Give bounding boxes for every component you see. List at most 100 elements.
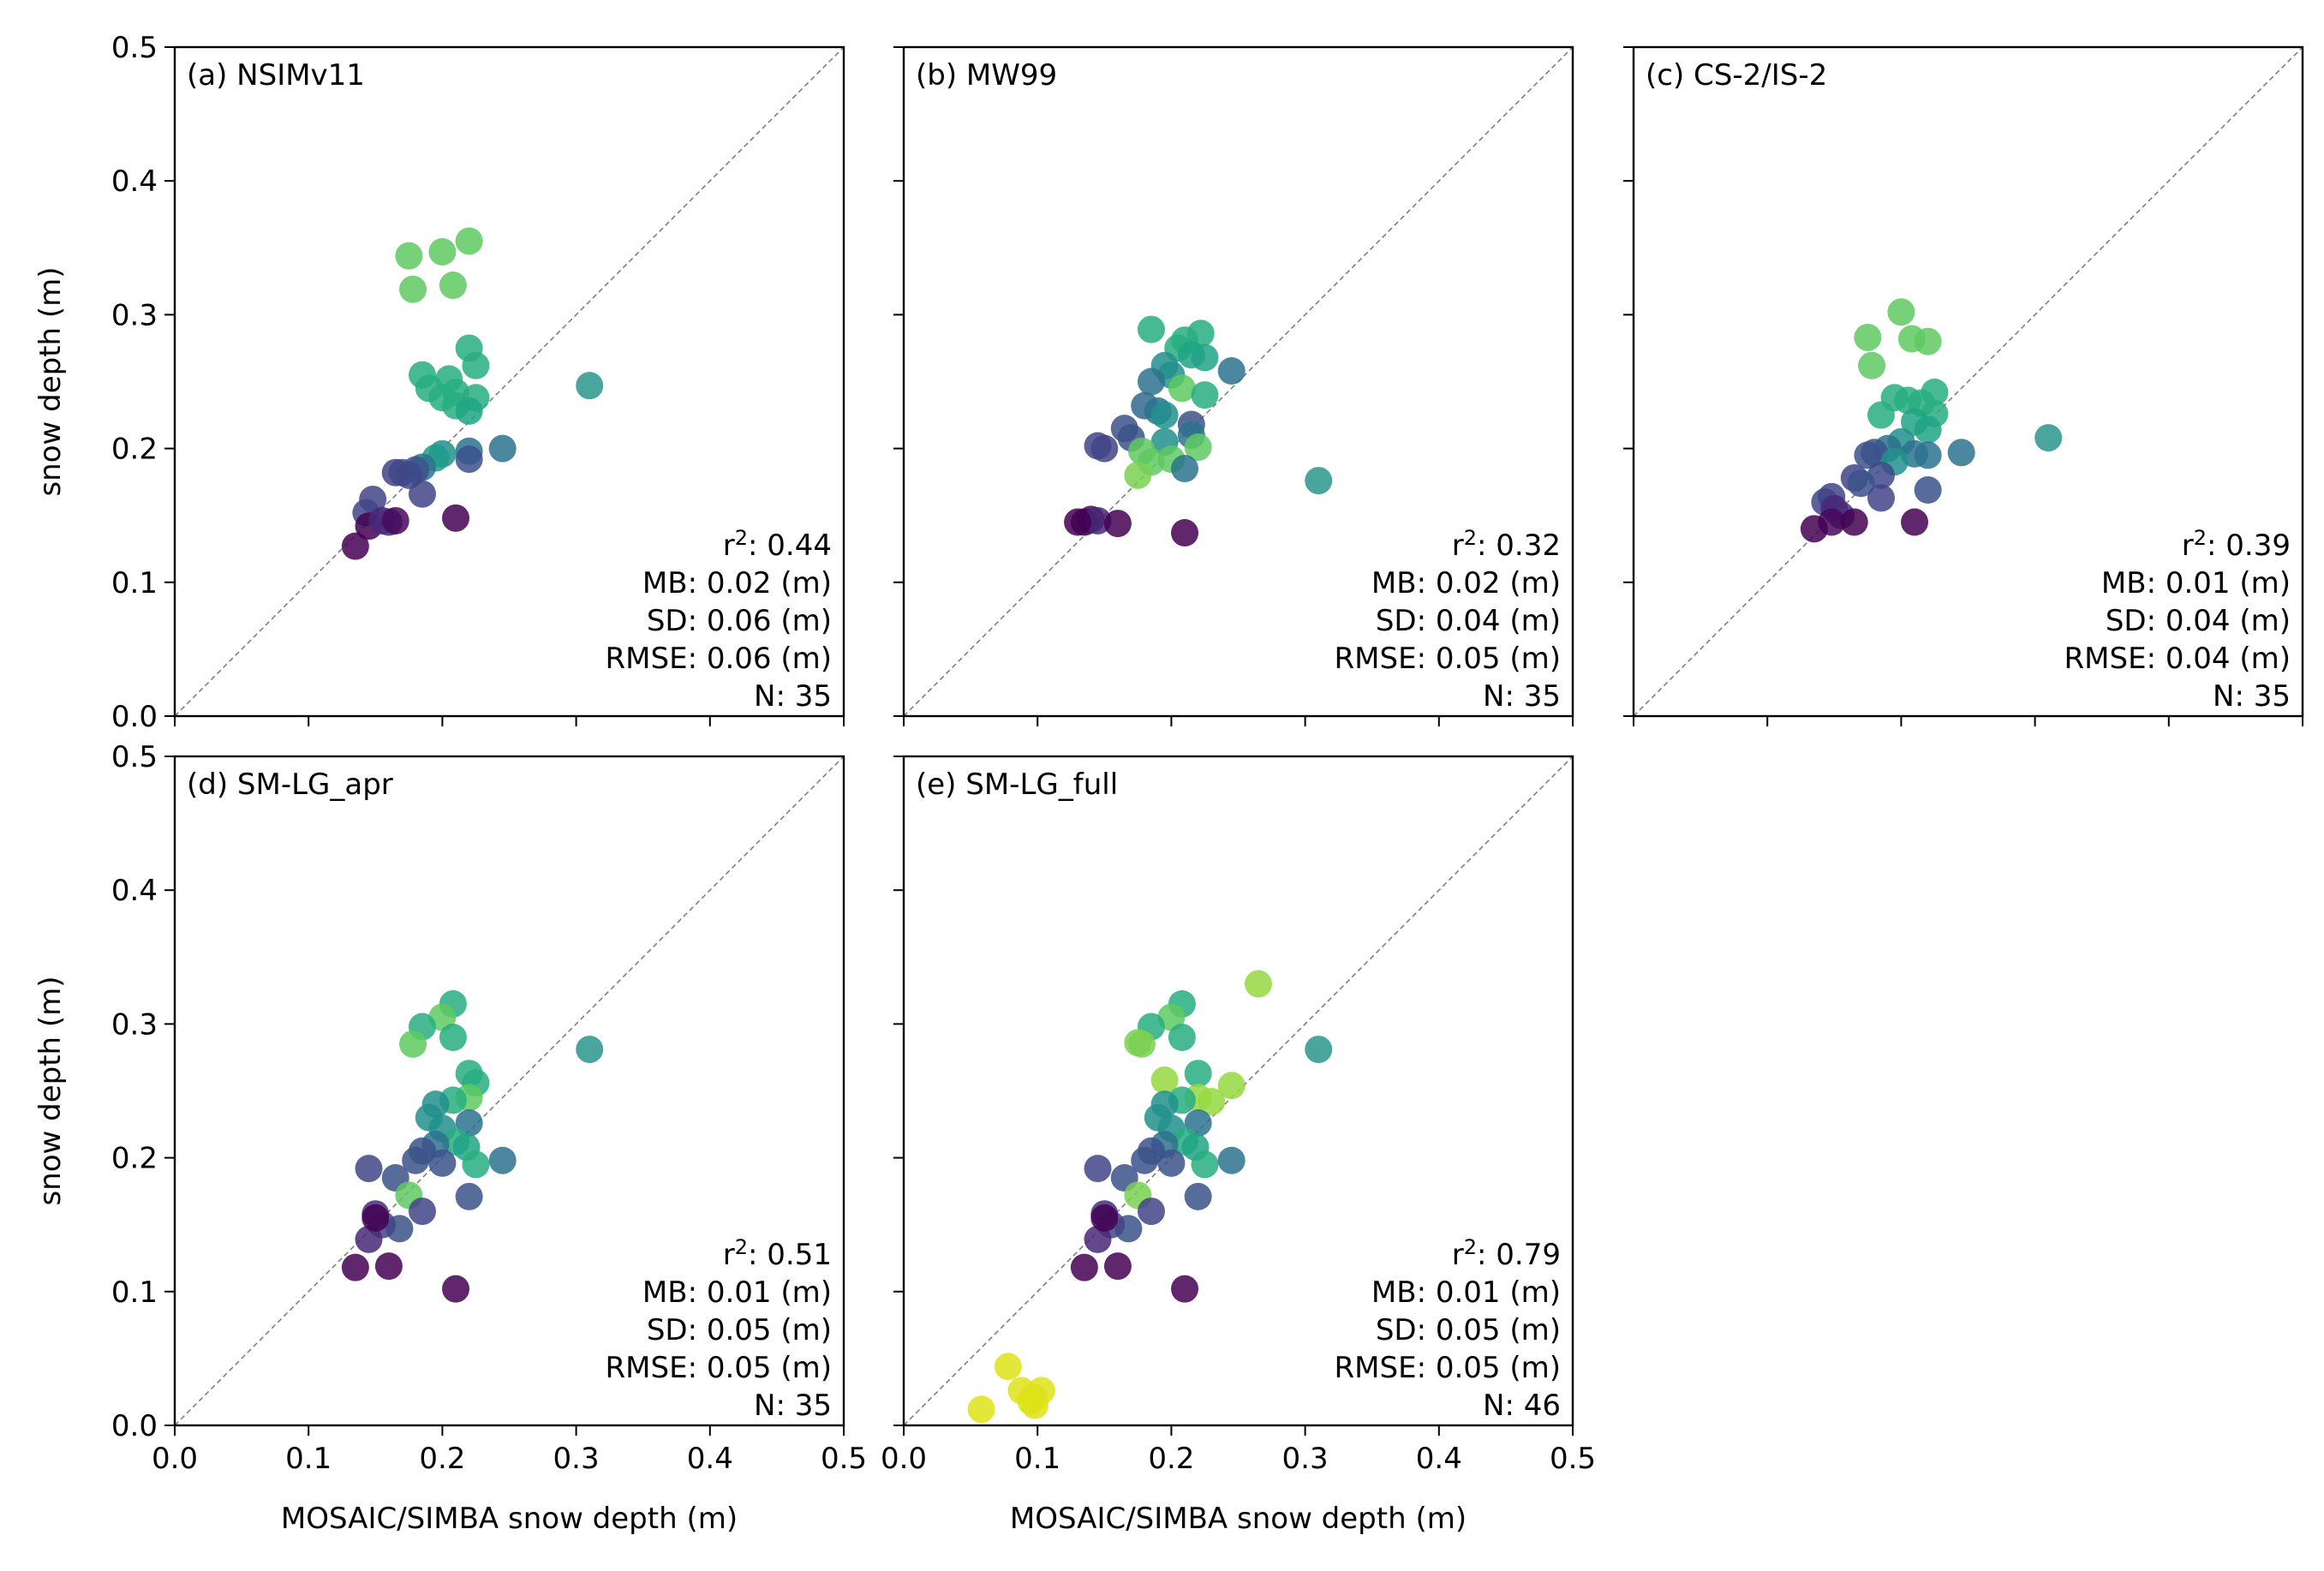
y-tick-label: 0.4 <box>111 164 158 199</box>
stat-line: MB: 0.01 (m) <box>2101 566 2291 600</box>
axes-frame <box>902 755 1574 1427</box>
points-group <box>1064 315 1333 547</box>
data-point <box>341 532 369 560</box>
points-group <box>967 970 1333 1424</box>
axes-frame <box>173 755 845 1427</box>
data-point <box>1150 401 1179 429</box>
x-tick-label: 0.0 <box>152 1442 198 1476</box>
data-point <box>1191 343 1219 372</box>
stat-line: r2: 0.79 <box>1452 1235 1561 1272</box>
data-point <box>381 506 409 535</box>
panel-label: (a) NSIMv11 <box>187 58 365 93</box>
data-point <box>1305 467 1333 495</box>
data-point <box>428 237 457 266</box>
data-point <box>2034 424 2063 452</box>
stat-line: SD: 0.04 (m) <box>1376 604 1561 638</box>
data-point <box>1217 357 1246 385</box>
data-point <box>1854 441 1882 469</box>
stat-line: RMSE: 0.05 (m) <box>606 1351 832 1385</box>
one-to-one-line <box>174 756 845 1426</box>
data-point <box>395 242 423 270</box>
stat-line: SD: 0.04 (m) <box>2106 604 2291 638</box>
y-axis-label: snow depth (m) <box>33 266 68 496</box>
data-point <box>1084 1225 1112 1253</box>
data-point <box>1184 433 1212 462</box>
data-point <box>399 1030 427 1058</box>
data-point <box>1017 1387 1045 1415</box>
data-point <box>1858 351 1886 379</box>
points-group <box>341 989 604 1303</box>
data-point <box>1168 1024 1196 1052</box>
data-point <box>1084 1155 1112 1183</box>
data-point <box>1198 1087 1226 1115</box>
data-point <box>1186 320 1215 348</box>
data-point <box>1867 401 1895 429</box>
stat-line: MB: 0.02 (m) <box>642 566 832 600</box>
data-point <box>374 1252 403 1281</box>
y-tick-label: 0.5 <box>111 31 158 65</box>
data-point <box>462 351 490 379</box>
x-tick-label: 0.1 <box>285 1442 332 1476</box>
y-tick-label: 0.2 <box>111 1142 158 1176</box>
data-point <box>1090 434 1119 463</box>
stat-line: r2: 0.39 <box>2182 526 2291 563</box>
x-tick-label: 0.1 <box>1014 1442 1060 1476</box>
data-point <box>1157 1149 1186 1177</box>
panel-label: (e) SM-LG_full <box>916 768 1118 802</box>
y-tick-label: 0.3 <box>111 1007 158 1042</box>
axes-frame <box>902 45 1574 718</box>
data-point <box>455 445 483 474</box>
data-point <box>1847 469 1875 498</box>
data-point <box>1171 455 1199 483</box>
data-point <box>1184 1182 1212 1210</box>
stat-line: RMSE: 0.04 (m) <box>2064 642 2291 676</box>
y-tick-label: 0.4 <box>111 874 158 908</box>
stat-line: RMSE: 0.05 (m) <box>1335 1351 1561 1385</box>
x-tick-label: 0.2 <box>419 1442 465 1476</box>
x-tick-label: 0.5 <box>821 1442 867 1476</box>
data-point <box>455 227 483 255</box>
y-tick-label: 0.1 <box>111 566 158 600</box>
points-group <box>1800 298 2063 543</box>
data-point <box>455 397 483 425</box>
stat-line: N: 35 <box>1483 679 1561 714</box>
x-tick-label: 0.4 <box>1416 1442 1462 1476</box>
one-to-one-line <box>174 46 845 717</box>
data-point <box>1840 508 1868 536</box>
data-point <box>1070 1253 1098 1281</box>
data-point <box>1887 298 1915 326</box>
data-point <box>576 1036 604 1064</box>
data-point <box>1901 508 1929 536</box>
data-point <box>361 1204 390 1232</box>
data-point <box>1800 515 1828 543</box>
data-point <box>408 480 436 508</box>
data-point <box>1854 323 1882 351</box>
x-tick-label: 0.3 <box>553 1442 600 1476</box>
data-point <box>1171 1275 1199 1303</box>
data-point <box>1168 374 1196 403</box>
axes-frame <box>173 45 845 718</box>
y-axis-label: snow depth (m) <box>33 976 68 1205</box>
panel-label: (c) CS-2/IS-2 <box>1646 58 1827 93</box>
data-point <box>1914 327 1942 355</box>
y-tick-label: 0.0 <box>111 700 158 734</box>
data-point <box>1064 508 1092 536</box>
panel-label: (b) MW99 <box>916 58 1057 93</box>
data-point <box>1171 519 1199 547</box>
scatter-panel-4: 0.0 0.1 0.2 0.3 0.4 0.5 0.0 0.1 0.2 0.3 0.4 0.5 (d) … <box>33 740 867 1536</box>
one-to-one-line <box>1633 46 2303 717</box>
stat-line: N: 35 <box>754 679 832 714</box>
data-point <box>399 275 427 303</box>
data-point <box>1103 510 1132 538</box>
x-tick-label: 0.4 <box>687 1442 733 1476</box>
data-point <box>1914 415 1942 444</box>
data-point <box>1305 1036 1333 1064</box>
data-point <box>428 1149 457 1177</box>
